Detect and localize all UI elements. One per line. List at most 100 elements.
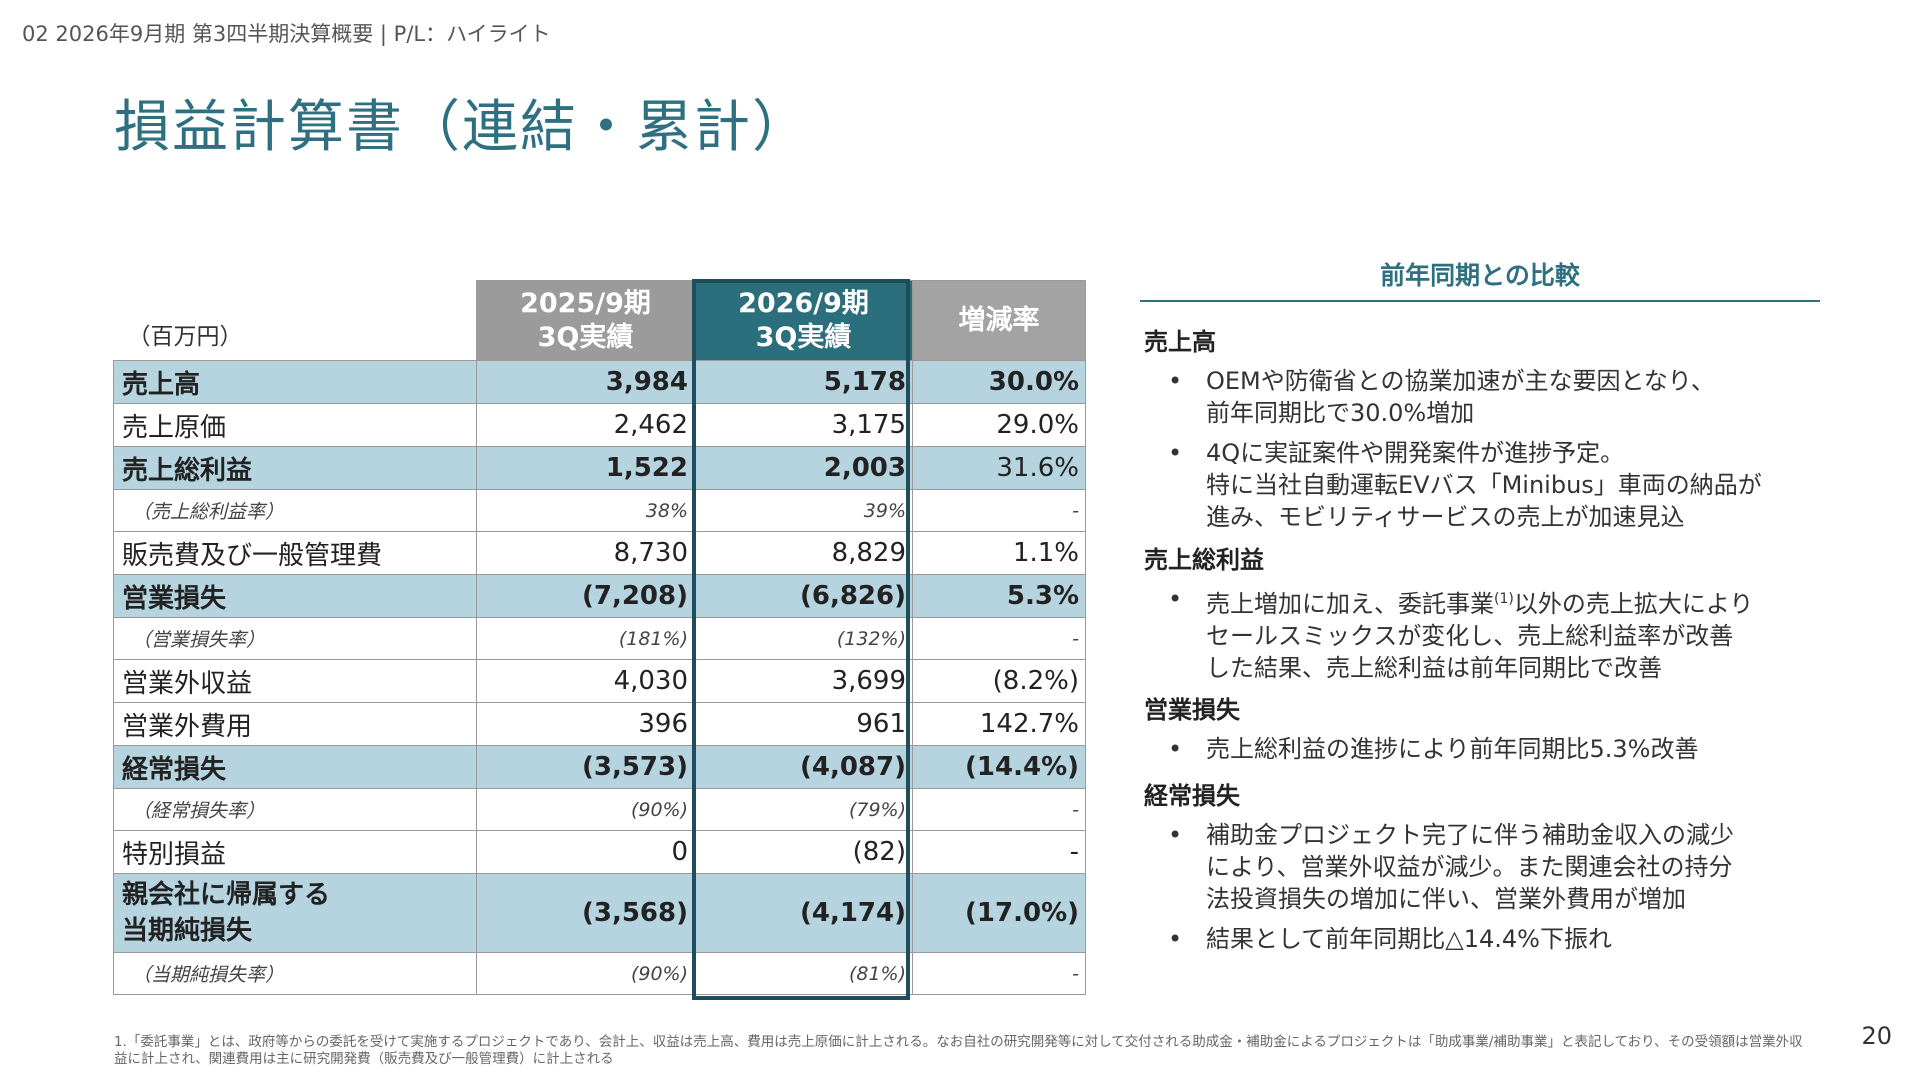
row-label: 売上高 [113, 360, 477, 404]
bullet-text-line: により、営業外収益が減少。また関連会社の持分 [1206, 853, 1733, 881]
rate-value: - [912, 830, 1086, 874]
row-label: 経常損失 [113, 745, 477, 789]
table-row: （営業損失率） (181%) (132%) - [113, 617, 1086, 660]
prev-value: (3,568) [476, 873, 695, 953]
prev-value: 0 [476, 830, 695, 874]
bullet-mark: • [1168, 585, 1183, 613]
prev-value: (90%) [476, 952, 695, 995]
header-prev-line1: 2025/9期 [520, 287, 651, 319]
section-title: 経常損失 [1144, 782, 1240, 810]
prev-value: 1,522 [476, 446, 695, 490]
prev-value: (7,208) [476, 574, 695, 618]
row-label: 営業外収益 [113, 659, 477, 703]
section-gross-profit: 売上総利益 • 売上増加に加え、委託事業(1)以外の売上拡大によりセールスミックス… [1144, 540, 1844, 692]
section-sales: 売上高 • OEMや防衛省との協業加速が主な要因となり、 前年同期比で30.0%増加… [1144, 322, 1844, 541]
bullet-text-line: セールスミックスが変化し、売上総利益率が改善 [1206, 622, 1734, 650]
table-row: 特別損益 0 (82) - [113, 830, 1086, 874]
income-statement-table: （百万円） 2025/9期 3Q実績 2026/9期 3Q実績 増減率 売上高 3,… [113, 280, 1086, 995]
table-row: （当期純損失率） (90%) (81%) - [113, 952, 1086, 995]
table-row: （売上総利益率） 38% 39% - [113, 489, 1086, 532]
row-label-line2: 当期純損失 [122, 916, 253, 946]
page-number: 20 [1861, 1022, 1892, 1050]
cur-value: 39% [694, 489, 913, 532]
table-row: 販売費及び一般管理費 8,730 8,829 1.1% [113, 531, 1086, 575]
cur-value: 8,829 [694, 531, 913, 575]
row-label: 営業外費用 [113, 702, 477, 746]
rate-value: 5.3% [912, 574, 1086, 618]
list-item: • 売上総利益の進捗により前年同期比5.3%改善 [1144, 733, 1844, 765]
row-label-line1: 親会社に帰属する [122, 880, 331, 910]
list-item: • 売上増加に加え、委託事業(1)以外の売上拡大によりセールスミックスが変化し、売… [1144, 583, 1844, 684]
bullet-list: • 売上増加に加え、委託事業(1)以外の売上拡大によりセールスミックスが変化し、売… [1144, 583, 1844, 684]
table-row: 営業外費用 396 961 142.7% [113, 702, 1086, 746]
rate-value: (17.0%) [912, 873, 1086, 953]
list-item: • 補助金プロジェクト完了に伴う補助金収入の減少 により、営業外収益が減少。また関連… [1144, 819, 1844, 915]
cur-value: 3,699 [694, 659, 913, 703]
rate-value: (14.4%) [912, 745, 1086, 789]
row-label: （当期純損失率） [113, 952, 477, 995]
cur-value: 3,175 [694, 403, 913, 447]
rate-value: - [912, 489, 1086, 532]
prev-value: (3,573) [476, 745, 695, 789]
row-label: （営業損失率） [113, 617, 477, 660]
cur-value: 961 [694, 702, 913, 746]
header-cur-line2: 3Q実績 [755, 321, 852, 353]
breadcrumb: 02 2026年9月期 第3四半期決算概要 | P/L：ハイライト [22, 22, 551, 46]
bullet-text-line: した結果、売上総利益は前年同期比で改善 [1206, 654, 1662, 682]
prev-value: 8,730 [476, 531, 695, 575]
section-title: 売上総利益 [1144, 546, 1264, 574]
bullet-text-line: 以外の売上拡大により [1513, 590, 1754, 618]
rate-value: 31.6% [912, 446, 1086, 490]
cur-value: (82) [694, 830, 913, 874]
rate-value: (8.2%) [912, 659, 1086, 703]
rate-value: 142.7% [912, 702, 1086, 746]
bullet-mark: • [1168, 367, 1183, 395]
table-row: 売上総利益 1,522 2,003 31.6% [113, 446, 1086, 490]
bullet-list: • 補助金プロジェクト完了に伴う補助金収入の減少 により、営業外収益が減少。また関連… [1144, 819, 1844, 955]
section-title: 売上高 [1144, 328, 1216, 356]
cur-value: 2,003 [694, 446, 913, 490]
cur-value: 5,178 [694, 360, 913, 404]
bullet-mark: • [1168, 735, 1183, 763]
section-title: 営業損失 [1144, 696, 1240, 724]
bullet-list: • OEMや防衛省との協業加速が主な要因となり、 前年同期比で30.0%増加 • 4Q… [1144, 365, 1844, 533]
prev-value: 38% [476, 489, 695, 532]
row-label: 売上総利益 [113, 446, 477, 490]
footnote-ref: (1) [1494, 591, 1514, 607]
table-row: 売上原価 2,462 3,175 29.0% [113, 403, 1086, 447]
bullet-mark: • [1168, 821, 1183, 849]
table-row: 経常損失 (3,573) (4,087) (14.4%) [113, 745, 1086, 789]
bullet-text-line: 売上増加に加え、委託事業 [1206, 590, 1494, 618]
footnote: 1.「委託事業」とは、政府等からの委託を受けて実施するプロジェクトであり、会計上… [114, 1034, 1803, 1067]
cur-value: (4,087) [694, 745, 913, 789]
cur-value: (81%) [694, 952, 913, 995]
comparison-divider [1140, 300, 1820, 302]
rate-value: - [912, 952, 1086, 995]
rate-value: - [912, 617, 1086, 660]
bullet-text-line: 結果として前年同期比△14.4%下振れ [1206, 925, 1612, 953]
bullet-text-line: 法投資損失の増加に伴い、営業外費用が増加 [1206, 885, 1686, 913]
bullet-list: • 売上総利益の進捗により前年同期比5.3%改善 [1144, 733, 1844, 765]
row-label: 営業損失 [113, 574, 477, 618]
bullet-text-line: OEMや防衛省との協業加速が主な要因となり、 [1206, 367, 1715, 395]
table-row: 営業外収益 4,030 3,699 (8.2%) [113, 659, 1086, 703]
bullet-text-line: 売上総利益の進捗により前年同期比5.3%改善 [1206, 735, 1699, 763]
header-cur-line1: 2026/9期 [738, 287, 869, 319]
table-row: 親会社に帰属する 当期純損失 (3,568) (4,174) (17.0%) [113, 873, 1086, 953]
bullet-text-line: 前年同期比で30.0%増加 [1206, 399, 1475, 427]
cur-value: (79%) [694, 788, 913, 831]
bullet-text-line: 補助金プロジェクト完了に伴う補助金収入の減少 [1206, 821, 1734, 849]
bullet-text-line: 特に当社自動運転EVバス「Minibus」車両の納品が [1206, 471, 1762, 499]
prev-value: 3,984 [476, 360, 695, 404]
rate-value: 1.1% [912, 531, 1086, 575]
comparison-heading: 前年同期との比較 [1380, 261, 1580, 290]
list-item: • OEMや防衛省との協業加速が主な要因となり、 前年同期比で30.0%増加 [1144, 365, 1844, 429]
table-row: 売上高 3,984 5,178 30.0% [113, 360, 1086, 404]
table-row: 営業損失 (7,208) (6,826) 5.3% [113, 574, 1086, 618]
table-row: （経常損失率） (90%) (79%) - [113, 788, 1086, 831]
row-label: 販売費及び一般管理費 [113, 531, 477, 575]
row-label: （経常損失率） [113, 788, 477, 831]
row-label: （売上総利益率） [113, 489, 477, 532]
prev-value: (90%) [476, 788, 695, 831]
unit-label: （百万円） [113, 280, 477, 361]
